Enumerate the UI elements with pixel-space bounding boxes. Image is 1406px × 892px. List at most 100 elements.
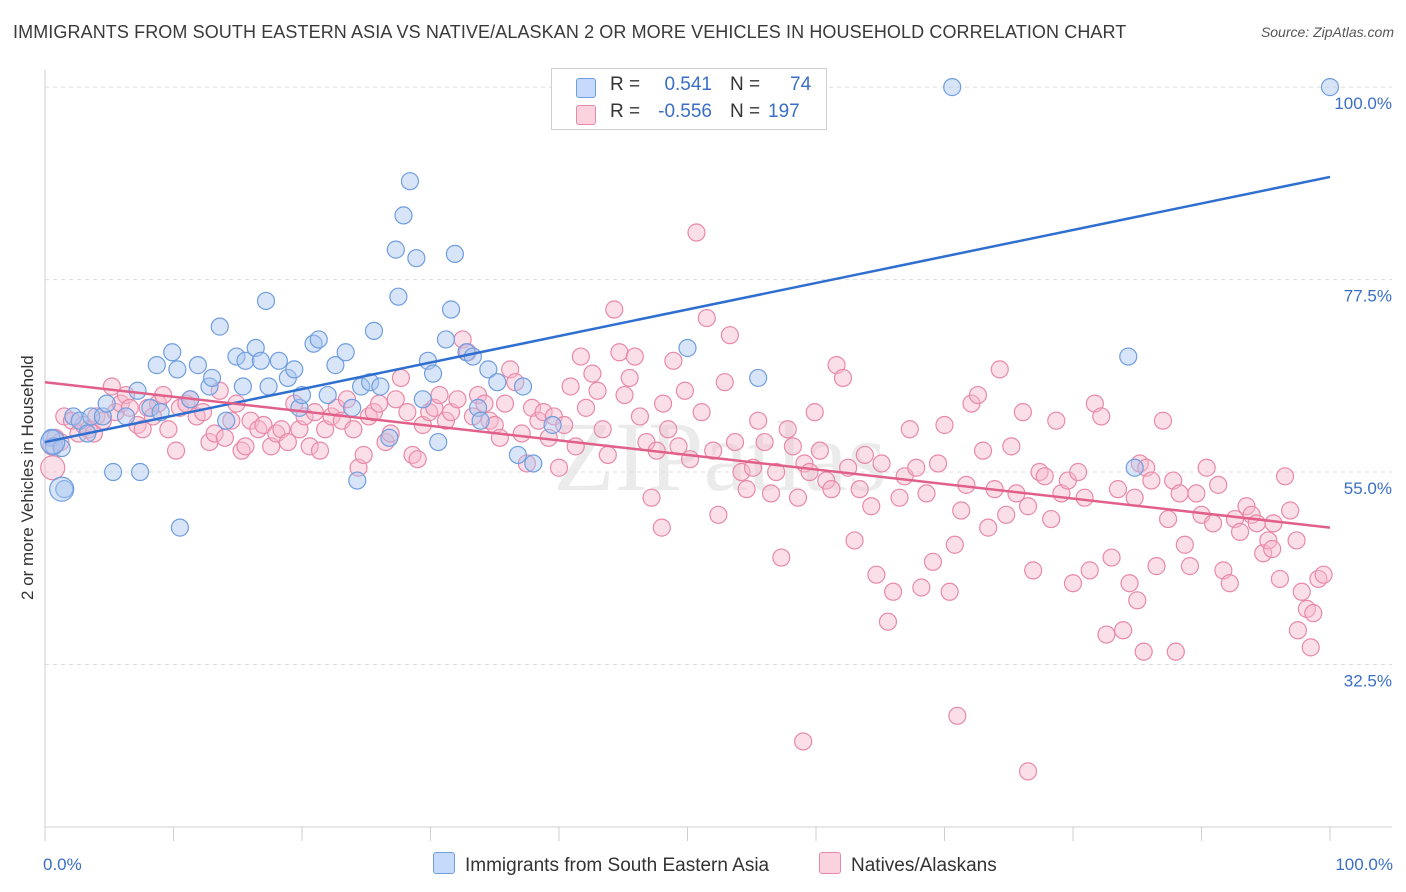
legend-swatch-blue	[576, 78, 596, 98]
pink-data-point	[561, 377, 580, 396]
pink-data-point	[1013, 403, 1032, 422]
pink-data-point	[310, 441, 330, 460]
blue-data-point	[400, 172, 420, 191]
blue-data-point	[361, 373, 380, 392]
pink-data-point	[715, 373, 734, 392]
x-tick-label-max: 100.0%	[1335, 855, 1393, 874]
blue-data-point	[423, 364, 443, 383]
pink-data-point	[761, 484, 781, 503]
pink-data-point	[767, 462, 786, 482]
pink-data-point	[867, 565, 886, 584]
pink-data-point	[979, 518, 998, 537]
pink-data-point	[794, 732, 813, 751]
y-tick-label: 100.0%	[1334, 94, 1392, 113]
pink-data-point	[254, 415, 273, 435]
blue-data-point	[386, 240, 405, 259]
pink-data-point	[625, 347, 644, 366]
pink-data-point	[800, 462, 819, 482]
pink-data-point	[1158, 509, 1178, 529]
blue-data-point	[348, 471, 367, 490]
blue-data-point	[508, 445, 527, 465]
blue-data-point	[380, 428, 399, 447]
pink-data-point	[675, 381, 695, 400]
pink-data-point	[968, 385, 988, 405]
pink-data-point	[940, 582, 959, 601]
correlation-legend: R = 0.541 N = 74 R = -0.556 N = 197	[551, 68, 827, 130]
blue-data-point	[1125, 458, 1144, 477]
pink-data-point	[1142, 471, 1161, 490]
pink-data-point	[1092, 407, 1111, 426]
pink-data-point	[222, 411, 241, 430]
blue-data-point	[543, 415, 562, 435]
blue-data-point	[227, 347, 246, 366]
pink-data-point	[193, 403, 213, 422]
blue-data-point	[429, 432, 448, 452]
pink-data-point	[805, 403, 824, 422]
pink-data-point	[1147, 557, 1166, 576]
pink-data-point	[855, 445, 874, 465]
pink-data-point	[620, 368, 639, 388]
x-tick-label-min: 0.0%	[43, 855, 82, 874]
blue-data-point	[309, 330, 328, 349]
blue-data-point	[343, 398, 362, 417]
blue-data-point	[441, 300, 461, 319]
blue-data-point	[463, 347, 483, 366]
pink-data-point	[1247, 514, 1266, 533]
pink-data-point	[659, 420, 678, 439]
pink-data-point	[583, 364, 602, 383]
pink-data-point	[1114, 621, 1133, 640]
pink-data-point	[772, 548, 791, 567]
pink-data-point	[1292, 582, 1311, 601]
blue-data-point	[318, 385, 337, 405]
pink-data-point	[1075, 488, 1094, 507]
pink-data-point	[571, 347, 590, 366]
pink-data-point	[817, 471, 836, 490]
pink-data-point	[278, 432, 297, 452]
pink-data-point	[973, 441, 993, 460]
blue-data-point	[678, 338, 697, 358]
pink-data-point	[1270, 569, 1289, 589]
pink-data-point	[935, 415, 954, 435]
pink-data-point	[534, 403, 553, 422]
legend-n-value: 197	[768, 101, 800, 122]
pink-data-point	[653, 394, 673, 413]
pink-data-point	[1170, 484, 1189, 503]
blue-data-point	[256, 291, 276, 311]
legend-n-label: N =	[730, 101, 761, 122]
blue-data-point	[471, 411, 490, 430]
pink-data-point	[1187, 484, 1206, 503]
pink-data-point	[878, 612, 898, 631]
legend-n-label: N =	[730, 74, 761, 95]
pink-data-point	[917, 484, 936, 503]
blue-data-point	[1320, 78, 1340, 97]
pink-data-point	[1042, 509, 1061, 529]
pink-data-point	[1237, 497, 1256, 516]
pink-data-point	[883, 582, 903, 601]
pink-data-point	[1018, 497, 1038, 516]
blue-data-point	[269, 351, 288, 370]
blue-data-point	[445, 244, 465, 264]
pink-data-point	[900, 420, 919, 439]
pink-data-point	[630, 407, 650, 426]
pink-data-point	[1120, 574, 1139, 593]
bottom-legend-label-immigrants: Immigrants from South Eastern Asia	[465, 855, 770, 876]
pink-data-point	[593, 420, 612, 439]
pink-data-point	[788, 488, 808, 507]
pink-data-point	[945, 535, 964, 554]
pink-data-point	[549, 458, 569, 477]
blue-data-point	[394, 206, 413, 225]
blue-data-point	[210, 317, 229, 336]
blue-data-point	[233, 377, 252, 396]
pink-data-point	[215, 428, 234, 447]
pink-data-point	[1288, 621, 1307, 640]
pink-data-point	[680, 450, 700, 469]
pink-data-point	[1080, 561, 1099, 580]
pink-trend-line	[44, 380, 1331, 529]
pink-data-point	[1175, 535, 1194, 554]
blue-data-point	[413, 390, 432, 409]
pink-data-point	[386, 390, 405, 409]
blue-data-point	[188, 356, 208, 375]
pink-data-point	[495, 394, 515, 413]
legend-r-value: 0.541	[664, 74, 712, 95]
pink-data-point	[1301, 638, 1320, 657]
